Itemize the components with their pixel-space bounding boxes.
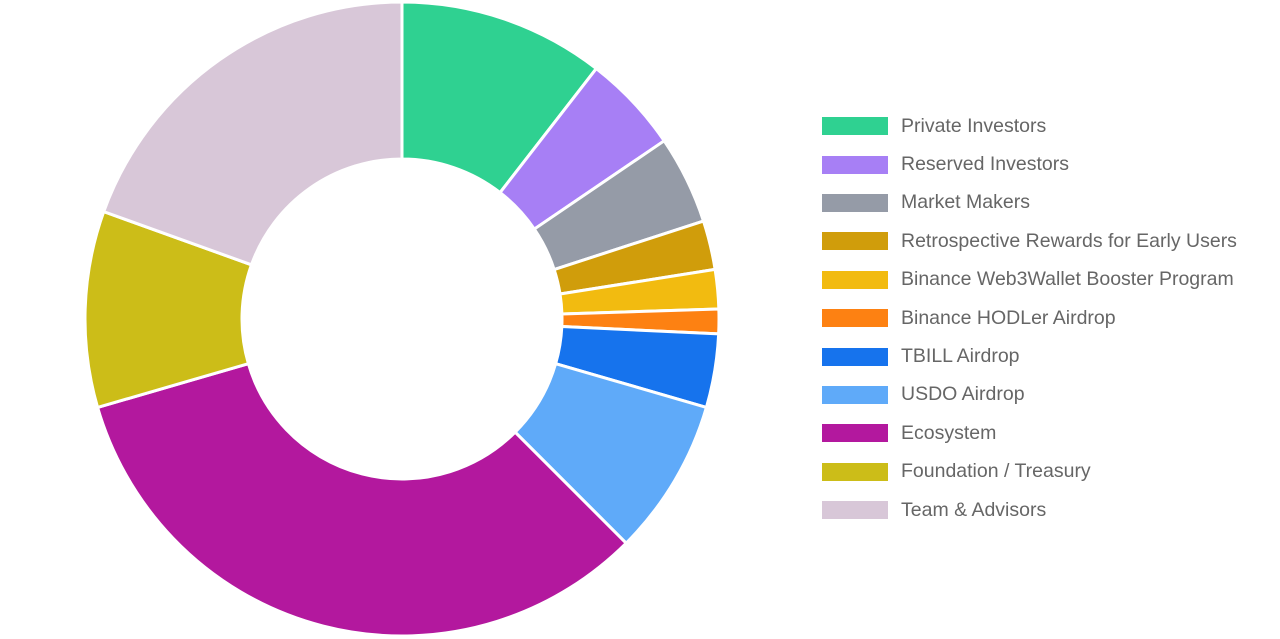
chart-legend: Private Investors Reserved Investors Marke… (822, 107, 1237, 529)
legend-swatch (822, 117, 888, 136)
legend-label: TBILL Airdrop (901, 345, 1020, 368)
legend-item-2[interactable]: Market Makers (822, 184, 1237, 222)
legend-item-10[interactable]: Team & Advisors (822, 491, 1237, 529)
legend-item-0[interactable]: Private Investors (822, 107, 1237, 145)
legend-label: Binance Web3Wallet Booster Program (901, 268, 1234, 291)
legend-swatch (822, 232, 888, 251)
legend-item-8[interactable]: Ecosystem (822, 414, 1237, 452)
legend-item-1[interactable]: Reserved Investors (822, 145, 1237, 183)
legend-item-6[interactable]: TBILL Airdrop (822, 337, 1237, 375)
legend-swatch (822, 270, 888, 289)
slice-8[interactable] (96, 362, 628, 638)
legend-swatch (822, 193, 888, 212)
legend-item-5[interactable]: Binance HODLer Airdrop (822, 299, 1237, 337)
legend-label: Reserved Investors (901, 153, 1069, 176)
legend-label: USDO Airdrop (901, 383, 1025, 406)
legend-swatch (822, 501, 888, 520)
legend-swatch (822, 462, 888, 481)
legend-swatch (822, 424, 888, 443)
legend-swatch (822, 347, 888, 366)
legend-label: Private Investors (901, 114, 1047, 137)
legend-item-7[interactable]: USDO Airdrop (822, 376, 1237, 414)
donut-chart (83, 0, 721, 638)
slice-10[interactable] (102, 0, 404, 267)
legend-label: Ecosystem (901, 421, 997, 444)
legend-swatch (822, 309, 888, 328)
legend-label: Foundation / Treasury (901, 460, 1091, 483)
legend-label: Team & Advisors (901, 498, 1047, 521)
legend-label: Binance HODLer Airdrop (901, 306, 1116, 329)
legend-label: Market Makers (901, 191, 1030, 214)
legend-item-3[interactable]: Retrospective Rewards for Early Users (822, 222, 1237, 260)
legend-swatch (822, 385, 888, 404)
legend-label: Retrospective Rewards for Early Users (901, 229, 1237, 252)
legend-swatch (822, 155, 888, 174)
legend-item-9[interactable]: Foundation / Treasury (822, 453, 1237, 491)
legend-item-4[interactable]: Binance Web3Wallet Booster Program (822, 261, 1237, 299)
